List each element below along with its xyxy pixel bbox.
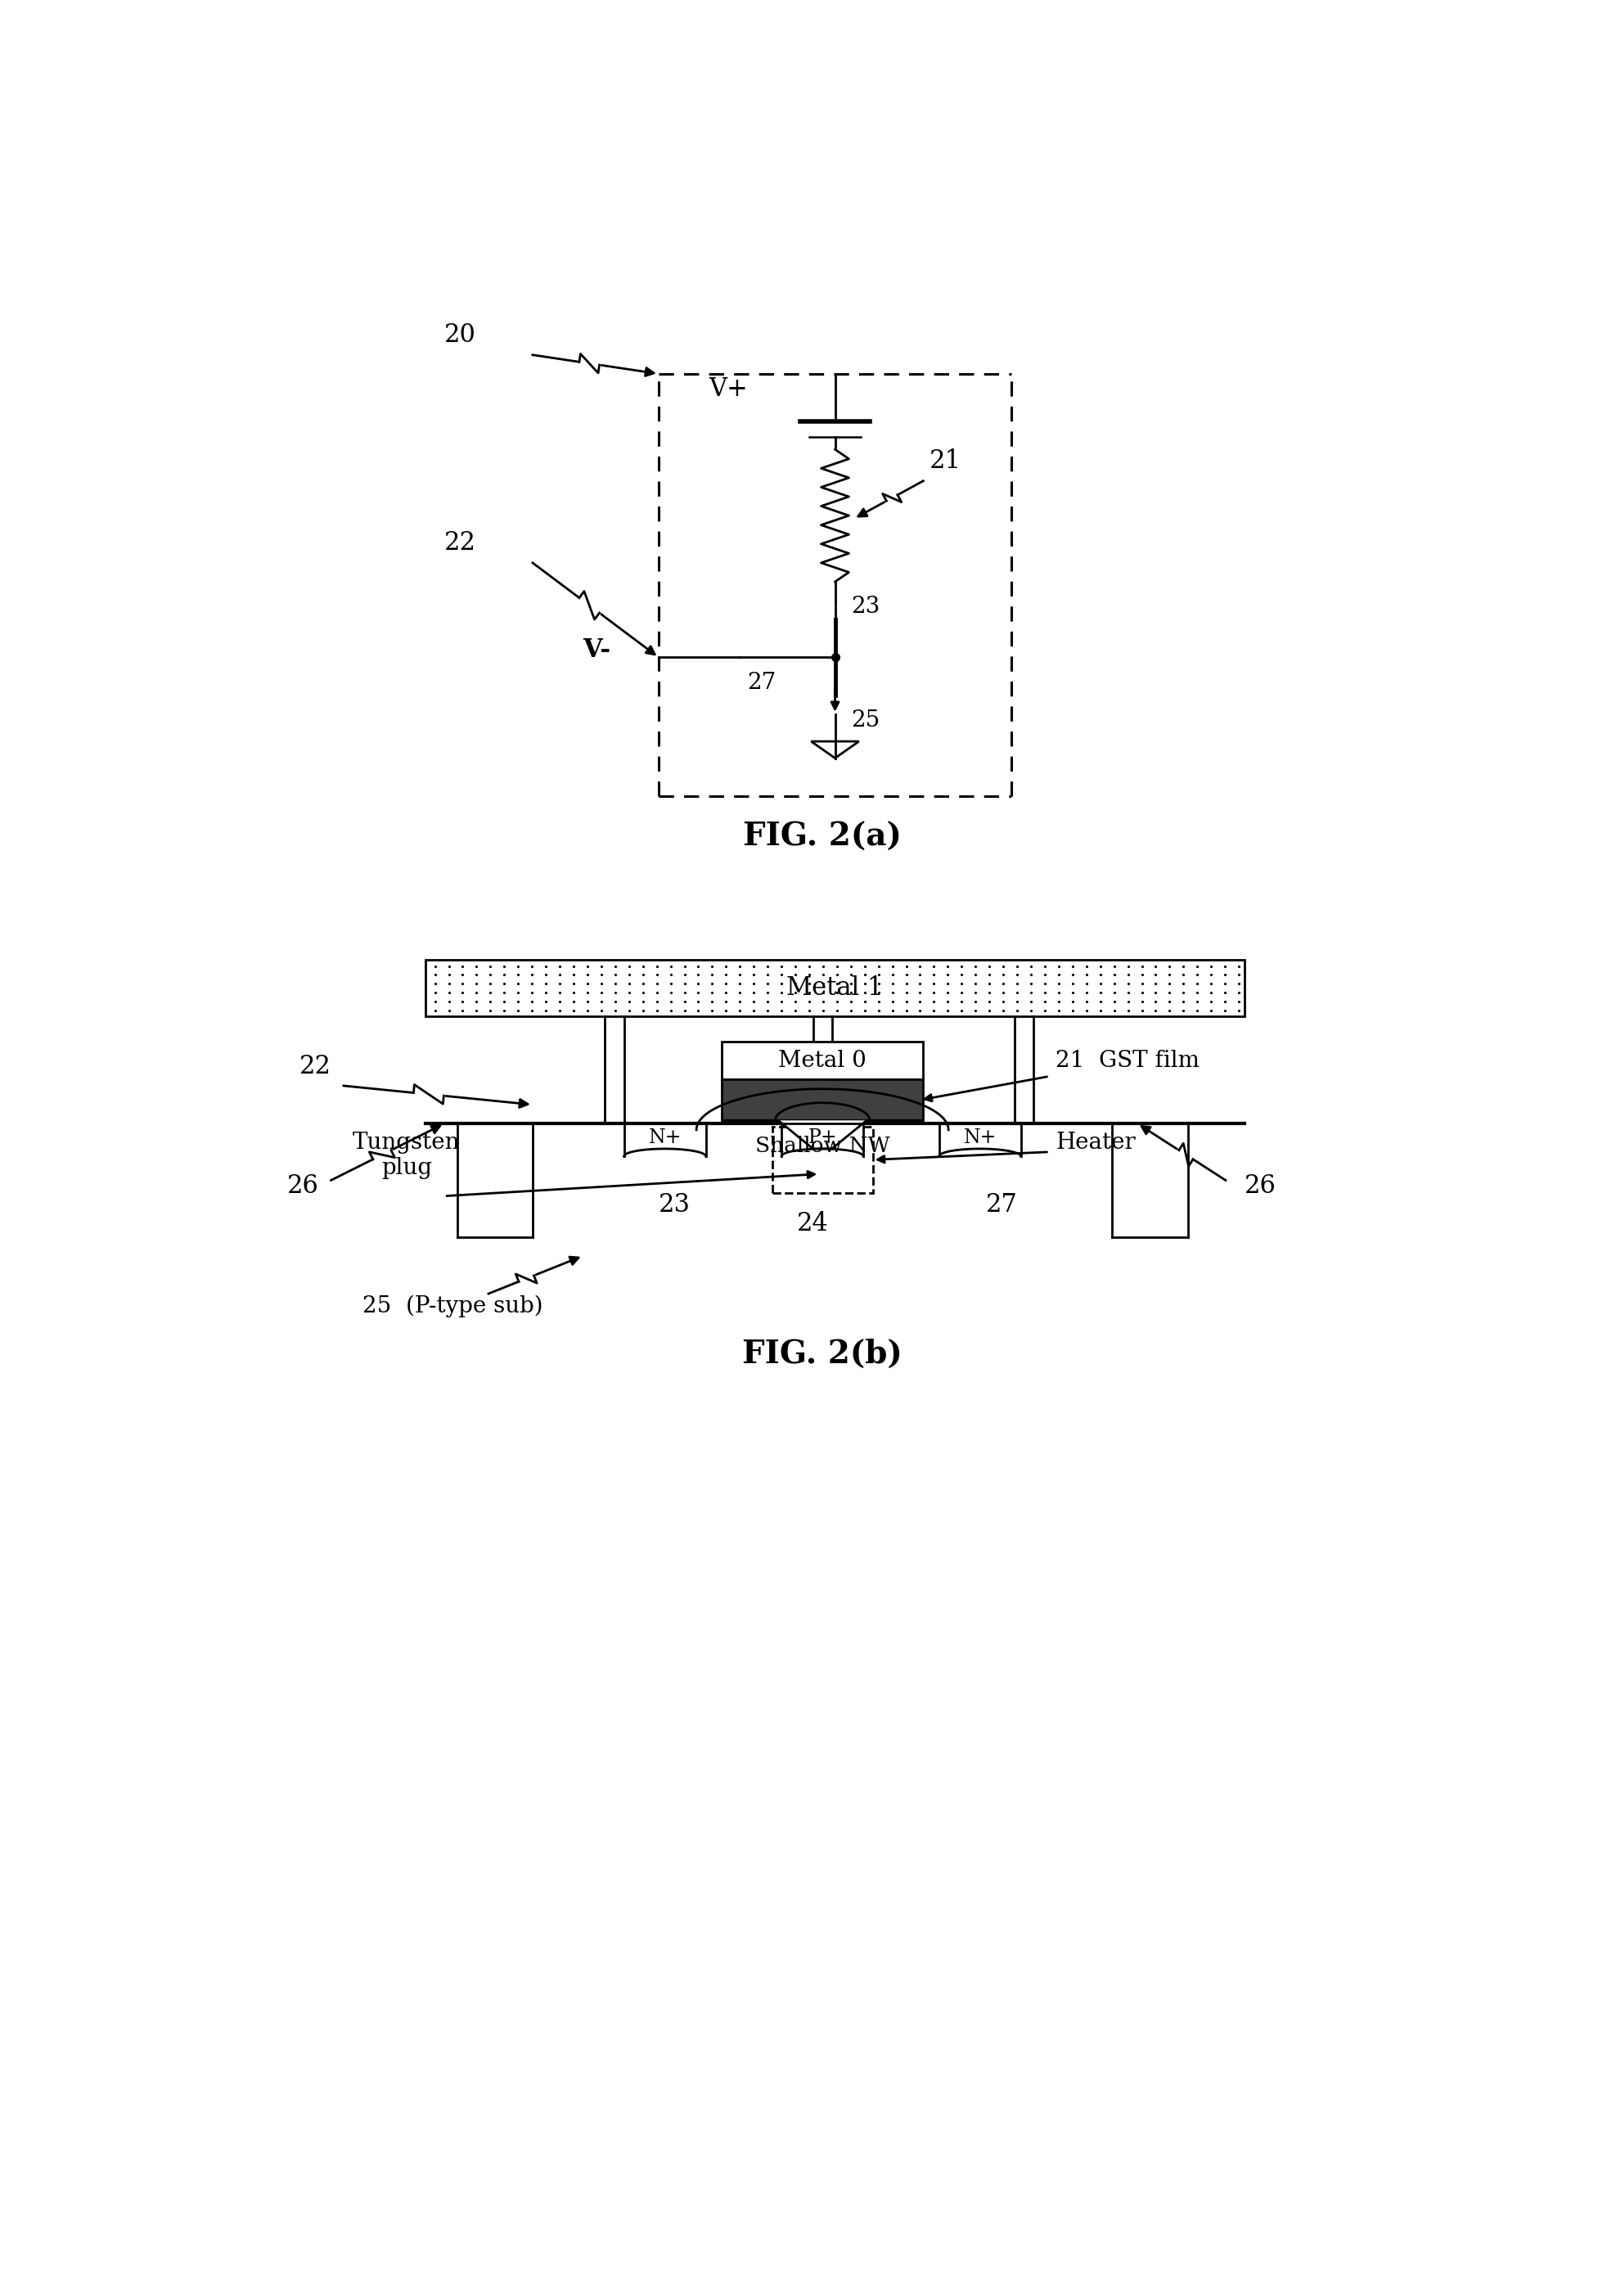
Text: 23: 23 (659, 1192, 689, 1217)
Text: V+: V+ (709, 377, 747, 402)
Text: 27: 27 (746, 673, 775, 693)
Text: 22: 22 (299, 1054, 331, 1079)
Text: 26: 26 (286, 1173, 318, 1199)
Text: Shallow NW: Shallow NW (755, 1137, 889, 1155)
Text: 24: 24 (797, 1210, 829, 1238)
Text: 22: 22 (444, 530, 476, 556)
Text: FIG. 2(a): FIG. 2(a) (742, 822, 902, 852)
Text: N+: N+ (963, 1127, 996, 1146)
Text: 21  GST film: 21 GST film (1056, 1049, 1199, 1072)
Text: P+: P+ (807, 1127, 837, 1146)
Bar (771, 1127, 873, 1194)
Text: 25: 25 (850, 709, 879, 732)
Text: Metal 0: Metal 0 (778, 1049, 866, 1072)
Text: FIG. 2(b): FIG. 2(b) (742, 1339, 902, 1368)
Polygon shape (722, 1120, 922, 1148)
Text: 23: 23 (850, 597, 879, 618)
Text: V-: V- (583, 638, 611, 664)
Text: 21: 21 (929, 448, 961, 473)
Bar (426, 960, 1244, 1017)
Text: N+: N+ (648, 1127, 681, 1146)
Text: Tungsten
plug: Tungsten plug (352, 1132, 460, 1178)
Text: Metal 1: Metal 1 (786, 976, 884, 1001)
Text: 26: 26 (1244, 1173, 1276, 1199)
Text: 25  (P-type sub): 25 (P-type sub) (362, 1295, 543, 1318)
Text: 27: 27 (985, 1192, 1017, 1217)
Text: Heater: Heater (1056, 1132, 1135, 1153)
Bar (722, 1079, 922, 1120)
Text: 20: 20 (444, 324, 476, 349)
Bar (722, 1042, 922, 1079)
